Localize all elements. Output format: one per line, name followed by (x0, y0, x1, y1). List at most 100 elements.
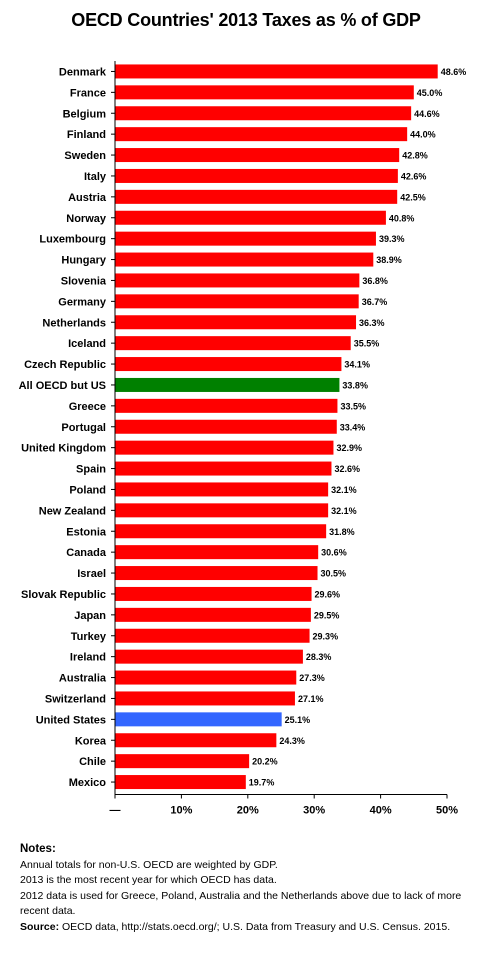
category-label: Switzerland (45, 693, 106, 705)
value-label: 29.5% (314, 610, 340, 620)
category-label: Portugal (61, 422, 106, 434)
bar (115, 586, 312, 601)
x-tick-label: 50% (436, 805, 458, 817)
bar (115, 712, 282, 727)
bar (115, 148, 400, 163)
value-label: 24.3% (279, 736, 305, 746)
bars-layer: Denmark 48.6% France 45.0% Belgium 44.6% Finla… (19, 64, 466, 790)
bar (115, 357, 342, 372)
category-label: Norway (66, 213, 107, 225)
bar (115, 127, 408, 142)
source-line: Source: OECD data, http://stats.oecd.org… (20, 920, 480, 936)
bar (115, 398, 338, 413)
category-label: Mexico (69, 777, 107, 789)
value-label: 32.1% (331, 485, 357, 495)
category-label: Czech Republic (24, 359, 106, 371)
category-label: Italy (84, 171, 107, 183)
value-label: 30.5% (321, 569, 347, 579)
bar (115, 566, 318, 581)
value-label: 42.6% (401, 171, 427, 181)
value-label: 42.5% (400, 192, 426, 202)
category-label: United States (36, 714, 106, 726)
x-tick-label: 30% (303, 805, 325, 817)
source-text: OECD data, http://stats.oecd.org/; U.S. … (59, 920, 451, 933)
bar (115, 524, 327, 539)
bar (115, 336, 351, 351)
bar-chart: Denmark 48.6% France 45.0% Belgium 44.6% Finla… (19, 61, 466, 817)
value-label: 34.1% (344, 360, 370, 370)
value-label: 44.0% (410, 130, 436, 140)
bar (115, 670, 297, 685)
note-line: 2013 is the most recent year for which O… (20, 874, 277, 886)
x-tick-label: 10% (170, 805, 192, 817)
bar (115, 189, 398, 204)
category-label: Poland (69, 484, 106, 496)
value-label: 36.8% (362, 276, 388, 286)
value-label: 33.5% (340, 401, 366, 411)
bar (115, 315, 357, 330)
category-label: Canada (66, 547, 107, 559)
x-axis: — 10% 20% 30% 40% 50% (110, 61, 458, 817)
bar (115, 503, 329, 518)
x-tick-label: — (110, 805, 121, 817)
bar (115, 168, 398, 183)
value-label: 39.3% (379, 234, 405, 244)
category-label: Spain (76, 464, 106, 476)
category-label: Iceland (68, 338, 106, 350)
value-label: 19.7% (249, 778, 275, 788)
category-label: Finland (67, 129, 106, 141)
category-label: Denmark (59, 66, 107, 78)
bar (115, 733, 277, 748)
value-label: 44.6% (414, 109, 440, 119)
value-label: 36.3% (359, 318, 385, 328)
bar (115, 482, 329, 497)
category-label: Germany (58, 296, 107, 308)
category-label: Austria (68, 192, 107, 204)
note-line: Annual totals for non-U.S. OECD are weig… (20, 858, 278, 871)
category-label: Israel (77, 568, 106, 580)
x-tick-label: 20% (237, 805, 259, 817)
category-label: Japan (74, 610, 106, 622)
value-label: 33.8% (342, 380, 368, 390)
category-label: Australia (59, 673, 107, 685)
bar (115, 775, 246, 790)
category-label: Turkey (71, 631, 107, 643)
bar (115, 440, 334, 455)
bar (115, 231, 376, 246)
bar (115, 252, 374, 267)
category-label: Greece (69, 401, 106, 413)
x-tick-label: 40% (370, 805, 392, 817)
bar (115, 545, 319, 560)
category-label: Luxembourg (39, 234, 106, 246)
bar (115, 691, 295, 706)
bar (115, 754, 250, 769)
category-label: Korea (75, 735, 107, 747)
category-label: Netherlands (42, 317, 106, 329)
value-label: 27.3% (299, 673, 325, 683)
notes-section: Notes: Annual totals for non-U.S. OECD a… (20, 842, 480, 935)
chart-title: OECD Countries' 2013 Taxes as % of GDP (71, 10, 421, 30)
category-label: Slovenia (61, 275, 107, 287)
bar (115, 419, 337, 434)
value-label: 31.8% (329, 527, 355, 537)
value-label: 32.9% (336, 443, 362, 453)
value-label: 32.6% (334, 464, 360, 474)
note-line: 2012 data is used for Greece, Poland, Au… (20, 889, 462, 918)
category-label: Hungary (61, 255, 107, 267)
value-label: 20.2% (252, 757, 278, 767)
bar (115, 64, 438, 79)
value-label: 25.1% (285, 715, 311, 725)
value-label: 42.8% (402, 151, 428, 161)
value-label: 32.1% (331, 506, 357, 516)
bar (115, 607, 311, 622)
value-label: 29.6% (315, 589, 341, 599)
value-label: 35.5% (354, 339, 380, 349)
category-label: Estonia (66, 526, 107, 538)
notes-heading: Notes: (20, 843, 56, 855)
value-label: 33.4% (340, 422, 366, 432)
category-label: New Zealand (39, 505, 106, 517)
category-label: All OECD but US (19, 380, 106, 392)
bar (115, 273, 360, 288)
bar (115, 106, 412, 121)
value-label: 40.8% (389, 213, 415, 223)
